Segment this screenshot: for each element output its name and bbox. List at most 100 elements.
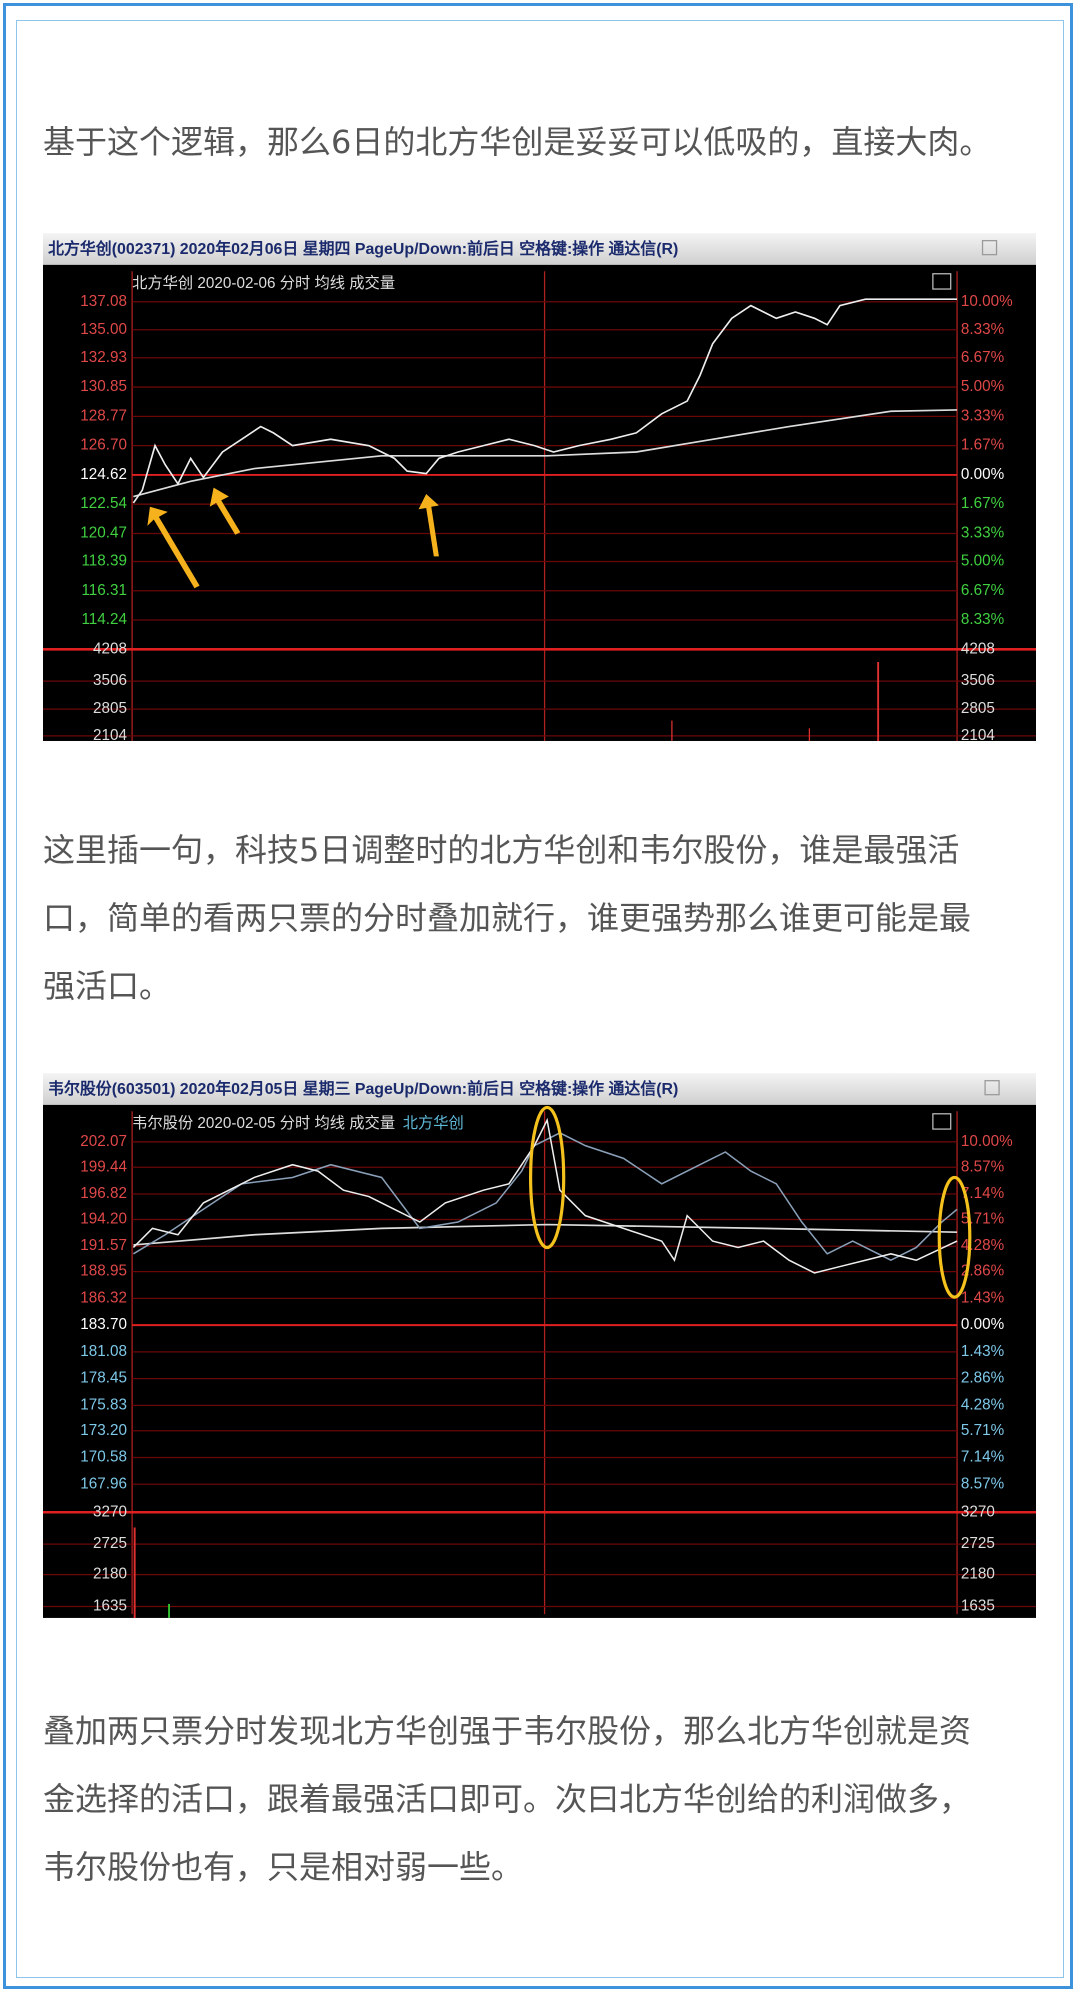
price-label: 130.85 — [80, 378, 127, 395]
volume-label: 2805 — [93, 700, 127, 717]
text-line: 口，简单的看两只票的分时叠加就行，谁更强势那么谁更可能是最 — [43, 899, 972, 937]
price-label: 173.20 — [80, 1422, 127, 1439]
arrows — [147, 487, 439, 589]
price-label: 188.95 — [80, 1263, 127, 1280]
price-label: 118.39 — [81, 553, 127, 570]
price-label: 191.57 — [80, 1237, 127, 1254]
price-label: 116.31 — [81, 582, 127, 599]
percent-label: 7.14% — [961, 1449, 1005, 1466]
toggle-icon[interactable] — [932, 1113, 952, 1130]
percent-label: 3.33% — [961, 407, 1005, 424]
price-label: 126.70 — [80, 437, 127, 454]
price-label: 183.70 — [80, 1316, 127, 1333]
price-label: 194.20 — [80, 1210, 127, 1227]
chart-area — [43, 1104, 1036, 1618]
text-line: 金选择的活口，跟着最强活口即可。次曰北方华创给的利润做多， — [43, 1780, 972, 1818]
paragraph: 这里插一句，科技5日调整时的北方华创和韦尔股份，谁是最强活 口，简单的看两只票的分… — [43, 816, 1043, 1020]
text-line: 叠加两只票分时发现北方华创强于韦尔股份，那么北方华创就是资 — [43, 1712, 972, 1750]
percent-label: 8.57% — [961, 1158, 1005, 1175]
percent-label: 6.67% — [961, 582, 1005, 599]
volume-label: 3270 — [961, 1503, 995, 1520]
percent-label: 1.67% — [961, 495, 1005, 512]
volume-label: 2180 — [961, 1566, 995, 1583]
price-label: 135.00 — [80, 321, 127, 338]
percent-label: 8.33% — [961, 611, 1005, 628]
price-label: 167.96 — [80, 1475, 127, 1492]
title-bar-text: 北方华创(002371) 2020年02月06日 星期四 PageUp/Down… — [48, 239, 678, 258]
toggle-icon[interactable] — [932, 273, 952, 290]
stock-screenshot: 韦尔股份(603501) 2020年02月05日 星期三 PageUp/Down… — [43, 1073, 1036, 1618]
percent-label: 8.57% — [961, 1475, 1005, 1492]
percent-label: 0.00% — [961, 466, 1005, 483]
percent-label: 1.43% — [961, 1289, 1005, 1306]
overlay-name: 北方华创 — [403, 1115, 464, 1132]
volume-label: 2104 — [93, 727, 127, 741]
price-label: 170.58 — [80, 1449, 127, 1466]
percent-label: 1.67% — [961, 437, 1005, 454]
text-line: 强活口。 — [43, 967, 172, 1005]
frame — [3, 3, 1073, 1989]
price-label: 202.07 — [80, 1133, 127, 1150]
price-label: 181.08 — [80, 1343, 127, 1360]
price-label: 124.62 — [80, 466, 127, 483]
percent-label: 5.71% — [961, 1422, 1005, 1439]
percent-label: 2.86% — [961, 1263, 1005, 1280]
price-label: 137.08 — [80, 293, 127, 310]
percent-label: 5.71% — [961, 1210, 1005, 1227]
percent-label: 5.00% — [961, 553, 1005, 570]
price-label: 199.44 — [80, 1158, 127, 1175]
price-label: 128.77 — [80, 407, 127, 424]
price-label: 175.83 — [80, 1396, 127, 1413]
price-label: 132.93 — [80, 349, 127, 366]
average-line — [133, 1223, 958, 1246]
price-label: 178.45 — [80, 1370, 127, 1387]
volume-label: 2725 — [961, 1535, 995, 1552]
paragraph: 基于这个逻辑，那么6日的北方华创是妥妥可以低吸的，直接大肉。 — [43, 108, 1043, 176]
paragraph: 叠加两只票分时发现北方华创强于韦尔股份，那么北方华创就是资 金选择的活口，跟着最强… — [43, 1697, 1043, 1901]
window-button[interactable] — [981, 240, 998, 256]
volume-label: 2805 — [961, 700, 995, 717]
percent-label: 10.00% — [961, 293, 1013, 310]
price-label: 120.47 — [80, 524, 127, 541]
percent-label: 1.43% — [961, 1343, 1005, 1360]
chart-area — [43, 264, 1036, 741]
percent-label: 6.67% — [961, 349, 1005, 366]
chart-subtitle: 北方华创 2020-02-06 分时 均线 成交量 — [132, 274, 395, 292]
percent-label: 10.00% — [961, 1133, 1013, 1150]
price-label: 196.82 — [80, 1185, 127, 1202]
percent-label: 8.33% — [961, 321, 1005, 338]
percent-label: 3.33% — [961, 524, 1005, 541]
percent-label: 2.86% — [961, 1370, 1005, 1387]
percent-label: 4.28% — [961, 1237, 1005, 1254]
text-line: 基于这个逻辑，那么6日的北方华创是妥妥可以低吸的，直接大肉。 — [43, 123, 992, 161]
chart-subtitle: 韦尔股份 2020-02-05 分时 均线 成交量 — [132, 1114, 395, 1132]
percent-label: 0.00% — [961, 1316, 1005, 1333]
price-line — [132, 298, 958, 504]
price-label: 122.54 — [80, 495, 127, 512]
title-bar-text: 韦尔股份(603501) 2020年02月05日 星期三 PageUp/Down… — [48, 1079, 678, 1098]
percent-label: 4.28% — [961, 1396, 1005, 1413]
overlay-line — [132, 1132, 958, 1262]
volume-label: 3506 — [93, 672, 127, 689]
title-bar — [43, 1073, 1036, 1105]
percent-label: 7.14% — [961, 1185, 1005, 1202]
highlight-ellipse — [937, 1175, 972, 1299]
text-line: 这里插一句，科技5日调整时的北方华创和韦尔股份，谁是最强活 — [43, 831, 960, 869]
percent-label: 5.00% — [961, 378, 1005, 395]
volume-label: 4208 — [93, 640, 127, 657]
average-line — [133, 409, 958, 498]
price-label: 114.24 — [81, 611, 127, 628]
volume-label: 1635 — [93, 1598, 127, 1615]
volume-label: 4208 — [961, 640, 995, 657]
volume-label: 2104 — [961, 727, 995, 741]
highlight-ellipse — [528, 1105, 566, 1250]
window-button[interactable] — [984, 1080, 1000, 1096]
title-bar — [43, 233, 1036, 265]
volume-label: 1635 — [961, 1598, 995, 1615]
volume-label: 3270 — [93, 1503, 127, 1520]
text-line: 韦尔股份也有，只是相对弱一些。 — [43, 1848, 524, 1886]
price-label: 186.32 — [80, 1289, 127, 1306]
frame — [16, 20, 1064, 1978]
stock-screenshot: 北方华创(002371) 2020年02月06日 星期四 PageUp/Down… — [43, 233, 1036, 741]
